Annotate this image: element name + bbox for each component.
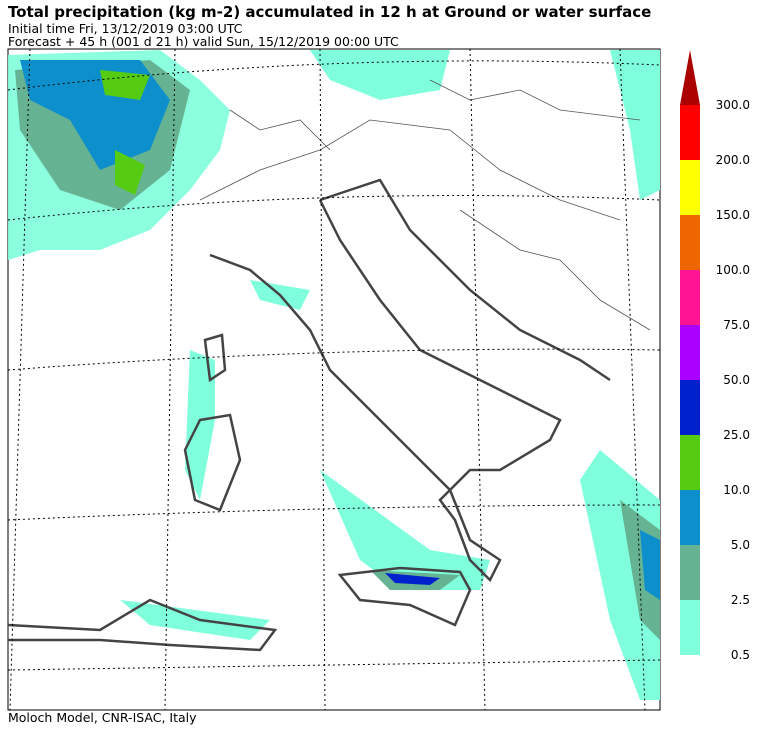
colorbar-label: 100.0 [716, 263, 750, 277]
colorbar-label: 150.0 [716, 208, 750, 222]
colorbar-swatch [680, 545, 700, 600]
initial-time: Initial time Fri, 13/12/2019 03:00 UTC [8, 21, 243, 36]
colorbar-swatch [680, 600, 700, 655]
colorbar-label: 50.0 [723, 373, 750, 387]
colorbar-label: 10.0 [723, 483, 750, 497]
forecast: Forecast + 45 h (001 d 21 h) valid Sun, … [8, 34, 399, 49]
colorbar-swatch [680, 105, 700, 160]
colorbar-swatch [680, 490, 700, 545]
colorbar-label: 0.5 [731, 648, 750, 662]
footer: Moloch Model, CNR-ISAC, Italy [8, 710, 197, 725]
colorbar-swatch [680, 160, 700, 215]
colorbar-swatch [680, 325, 700, 380]
title: Total precipitation (kg m-2) accumulated… [8, 3, 651, 21]
colorbar-extend [680, 50, 700, 105]
colorbar: 0.5 2.5 5.0 10.0 25.0 50.0 75.0 100.0 150.0 200.0… [680, 50, 750, 662]
colorbar-label: 75.0 [723, 318, 750, 332]
colorbar-swatch [680, 435, 700, 490]
colorbar-swatch [680, 215, 700, 270]
colorbar-label: 300.0 [716, 98, 750, 112]
coastlines [7, 178, 611, 652]
precip-areas-intense [100, 70, 150, 195]
colorbar-label: 25.0 [723, 428, 750, 442]
colorbar-swatch [680, 270, 700, 325]
colorbar-label: 5.0 [731, 538, 750, 552]
map [7, 48, 661, 711]
colorbar-label: 2.5 [731, 593, 750, 607]
precip-areas-extreme [385, 573, 440, 585]
borders [199, 79, 651, 331]
colorbar-label: 200.0 [716, 153, 750, 167]
graticule [7, 48, 661, 711]
colorbar-swatch [680, 380, 700, 435]
